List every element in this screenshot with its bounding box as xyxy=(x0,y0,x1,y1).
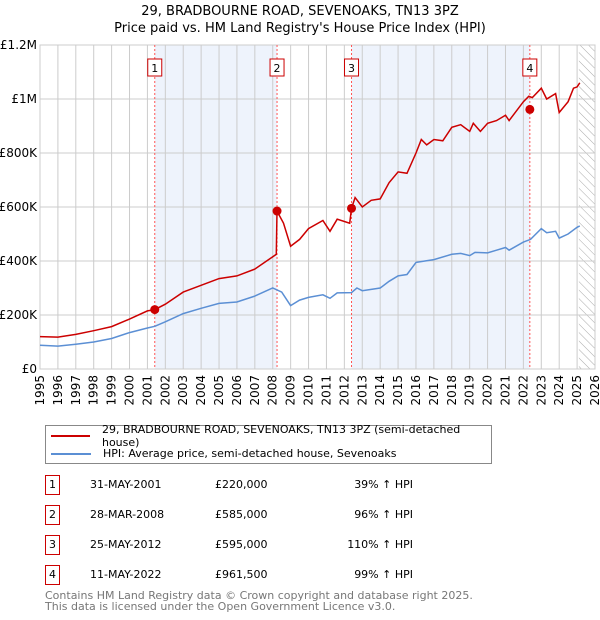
sale-hpi-diff: 110% ↑ HPI xyxy=(347,538,413,551)
x-tick-label: 2018 xyxy=(445,375,459,406)
x-tick-label: 2002 xyxy=(158,375,172,406)
sale-label: 2 xyxy=(274,62,281,75)
sale-date: 31-MAY-2001 xyxy=(90,478,162,491)
sale-hpi-diff: 39% ↑ HPI xyxy=(354,478,413,491)
sale-date: 25-MAY-2012 xyxy=(90,538,162,551)
x-tick-label: 2015 xyxy=(391,375,405,406)
x-tick-label: 2025 xyxy=(570,375,584,406)
x-tick-label: 2020 xyxy=(481,375,495,406)
sale-number-badge: 1 xyxy=(45,475,60,495)
x-tick-label: 2026 xyxy=(588,375,600,406)
legend-swatch-price xyxy=(51,434,90,437)
sale-date: 11-MAY-2022 xyxy=(90,568,162,581)
sale-date: 28-MAR-2008 xyxy=(90,508,165,521)
x-tick-label: 1999 xyxy=(105,375,119,406)
sale-price: £595,000 xyxy=(215,538,268,551)
sale-number-badge: 2 xyxy=(45,505,60,525)
x-tick-label: 2023 xyxy=(534,375,548,406)
sale-label: 1 xyxy=(151,62,158,75)
sale-hpi-diff: 99% ↑ HPI xyxy=(354,568,413,581)
legend: 29, BRADBOURNE ROAD, SEVENOAKS, TN13 3PZ… xyxy=(45,422,492,464)
legend-label-price: 29, BRADBOURNE ROAD, SEVENOAKS, TN13 3PZ… xyxy=(101,422,461,449)
x-tick-label: 2008 xyxy=(266,375,280,406)
sale-label: 3 xyxy=(348,62,355,75)
legend-label-hpi: HPI: Average price, semi-detached house,… xyxy=(103,447,397,460)
sale-label-box xyxy=(344,58,360,77)
y-tick-label: £1.2M xyxy=(0,38,37,52)
x-tick-label: 1995 xyxy=(33,375,47,406)
y-tick-label: £800K xyxy=(0,146,38,160)
x-tick-label: 1997 xyxy=(69,375,83,406)
footer-copyright: Contains HM Land Registry data © Crown c… xyxy=(45,589,473,602)
sale-point xyxy=(150,305,160,315)
sale-price: £585,000 xyxy=(215,508,268,521)
sale-label-box xyxy=(269,58,285,77)
sale-point xyxy=(347,203,357,213)
y-tick-label: £0 xyxy=(22,362,37,376)
sale-price: £220,000 xyxy=(215,478,268,491)
sale-price: £961,500 xyxy=(215,568,268,581)
sale-hpi-diff: 96% ↑ HPI xyxy=(354,508,413,521)
x-tick-label: 2024 xyxy=(552,375,566,406)
x-tick-label: 1998 xyxy=(87,375,101,406)
y-tick-label: £1M xyxy=(11,92,37,106)
sale-number-badge: 3 xyxy=(45,535,60,555)
chart-subtitle: Price paid vs. HM Land Registry's House … xyxy=(114,21,486,36)
x-tick-label: 2000 xyxy=(123,375,137,406)
sale-label-box xyxy=(147,58,163,77)
x-tick-label: 2022 xyxy=(516,375,530,406)
x-tick-label: 2004 xyxy=(194,375,208,406)
x-tick-label: 2021 xyxy=(498,375,512,406)
sale-row: 4 11-MAY-2022 £961,500 99% ↑ HPI xyxy=(45,565,445,585)
sale-number-badge: 4 xyxy=(45,565,60,585)
x-tick-label: 2013 xyxy=(355,375,369,406)
sale-row: 3 25-MAY-2012 £595,000 110% ↑ HPI xyxy=(45,535,445,555)
plot-frame xyxy=(39,44,596,370)
x-tick-label: 2014 xyxy=(373,375,387,406)
x-tick-label: 1996 xyxy=(51,375,65,406)
x-tick-label: 2012 xyxy=(337,375,351,406)
legend-swatch-hpi xyxy=(51,452,91,455)
sale-label: 4 xyxy=(526,62,533,75)
y-tick-label: £200K xyxy=(0,308,38,322)
x-tick-label: 2003 xyxy=(176,375,190,406)
x-tick-label: 2017 xyxy=(427,375,441,406)
x-tick-label: 2011 xyxy=(319,375,333,406)
price-chart: 1995 1996 1997 1998 1999 2000 2001 2002 2003 2004… xyxy=(0,38,600,406)
y-tick-label: £600K xyxy=(0,200,38,214)
sale-row: 2 28-MAR-2008 £585,000 96% ↑ HPI xyxy=(45,505,445,525)
sale-point xyxy=(525,104,535,114)
series-line xyxy=(39,225,581,347)
series-line xyxy=(39,82,581,338)
x-tick-label: 2006 xyxy=(230,375,244,406)
y-tick-label: £400K xyxy=(0,254,38,268)
chart-title: 29, BRADBOURNE ROAD, SEVENOAKS, TN13 3PZ xyxy=(141,4,459,19)
x-tick-label: 2010 xyxy=(302,375,316,406)
x-tick-label: 2019 xyxy=(463,375,477,406)
sale-point xyxy=(272,206,282,216)
x-tick-label: 2005 xyxy=(212,375,226,406)
sale-row: 1 31-MAY-2001 £220,000 39% ↑ HPI xyxy=(45,475,445,495)
x-tick-label: 2007 xyxy=(248,375,262,406)
sale-label-box xyxy=(522,58,538,77)
footer-licence: This data is licensed under the Open Gov… xyxy=(45,600,396,613)
x-tick-label: 2016 xyxy=(409,375,423,406)
footer: Contains HM Land Registry data © Crown c… xyxy=(45,590,473,612)
x-tick-label: 2001 xyxy=(140,375,154,406)
x-tick-label: 2009 xyxy=(284,375,298,406)
